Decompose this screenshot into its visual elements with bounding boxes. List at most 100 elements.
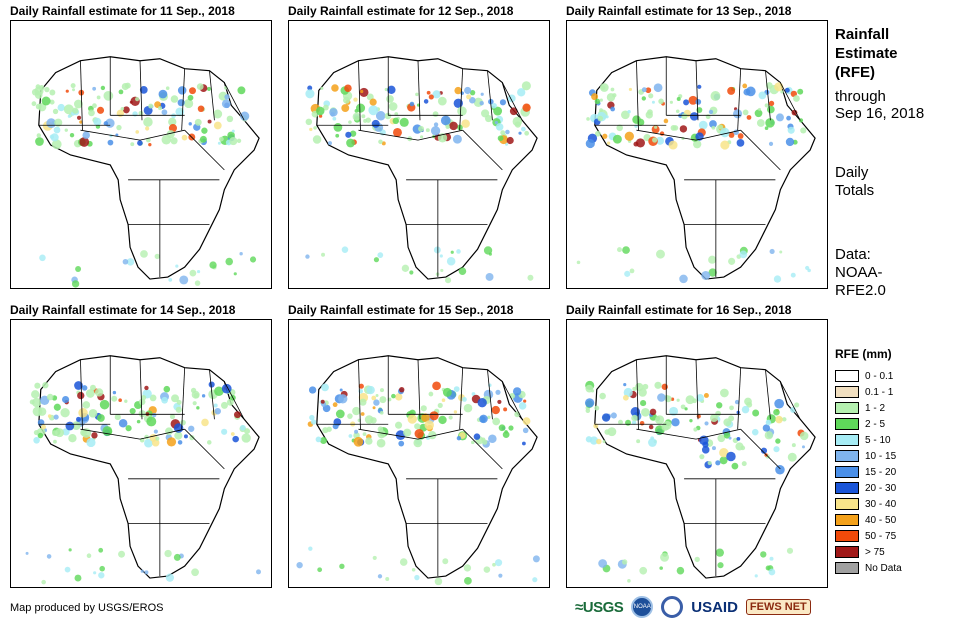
rainfall-cell (774, 398, 785, 409)
country-border (740, 428, 781, 470)
rainfall-cell (37, 102, 47, 112)
rainfall-cell (727, 86, 736, 95)
rainfall-cell (94, 388, 104, 397)
rainfall-cell (627, 579, 631, 583)
rainfall-cell (517, 88, 526, 97)
rainfall-cell (376, 438, 386, 448)
rainfall-cell (462, 397, 467, 402)
rainfall-cell (512, 116, 523, 127)
rainfall-cell (41, 579, 46, 585)
country-border (487, 70, 493, 121)
rainfall-cell (321, 383, 329, 392)
rainfall-cell (805, 265, 810, 271)
rainfall-cell (68, 548, 72, 552)
rainfall-cell (601, 413, 611, 422)
rainfall-cell (249, 256, 257, 263)
rainfall-cell (413, 438, 423, 448)
legend-swatch (835, 370, 859, 382)
rainfall-cell (64, 566, 71, 573)
rainfall-cell (728, 257, 736, 265)
rainfall-cell (305, 118, 313, 126)
rainfall-cell (391, 393, 396, 399)
africa-map-svg (305, 56, 538, 284)
rainfall-cell (479, 101, 484, 106)
rainfall-cell (453, 386, 460, 392)
rainfall-cell (764, 431, 774, 440)
legend-label: 30 - 40 (865, 498, 897, 510)
rainfall-cell (479, 415, 486, 423)
rainfall-cell (86, 553, 92, 558)
rainfall-cell (313, 126, 317, 130)
rainfall-cell (92, 86, 97, 91)
rainfall-cell (617, 247, 622, 253)
rainfall-cell (373, 399, 380, 406)
rainfall-cell (77, 391, 85, 400)
country-border (695, 129, 741, 141)
rainfall-cell (136, 419, 141, 424)
rainfall-cell (442, 558, 449, 565)
rainfall-cell (775, 438, 781, 444)
rainfall-cell (758, 107, 762, 111)
rainfall-cell (411, 568, 416, 572)
rainfall-cell (449, 121, 458, 131)
rainfall-cell (380, 388, 384, 393)
rainfall-cell (130, 142, 135, 147)
rainfall-cell (338, 394, 348, 404)
rainfall-cell (219, 136, 224, 142)
rainfall-cell (596, 438, 602, 445)
rainfall-cell (236, 138, 242, 143)
rainfall-cell (33, 429, 39, 436)
rainfall-cell (518, 402, 527, 410)
rainfall-cell (175, 264, 179, 268)
rainfall-cell (719, 448, 729, 458)
rainfall-cell (256, 569, 261, 575)
rainfall-cell (446, 257, 456, 266)
rainfall-cell (175, 406, 182, 413)
rainfall-cell (663, 118, 669, 124)
rainfall-cell (358, 383, 364, 389)
country-border (636, 129, 697, 141)
rainfall-cell (369, 98, 377, 106)
rainfall-cell (484, 115, 493, 123)
rainfall-cell (681, 113, 688, 120)
rainfall-cell (495, 123, 504, 131)
rainfall-cell (428, 430, 437, 440)
country-border (209, 369, 215, 420)
rainfall-cell (206, 440, 212, 445)
rainfall-cell (354, 108, 359, 113)
rainfall-cell (62, 395, 70, 404)
rainfall-cell (766, 105, 775, 114)
rainfall-cell (96, 95, 101, 100)
rainfall-cell (44, 86, 50, 93)
rainfall-cell (734, 399, 740, 405)
rainfall-cell (775, 465, 785, 475)
rainfall-cell (418, 125, 425, 132)
rainfall-cell (694, 556, 700, 563)
rainfall-cell (718, 124, 724, 130)
rainfall-cell (315, 436, 322, 443)
rainfall-cell (62, 428, 70, 436)
rainfall-cell (49, 89, 56, 96)
rainfall-cell (460, 91, 464, 95)
rainfall-cell (155, 436, 160, 441)
rainfall-cell (464, 86, 472, 95)
rainfall-cell (320, 86, 324, 90)
rainfall-cell (739, 250, 748, 259)
rainfall-cell (787, 126, 795, 134)
rainfall-cell (38, 85, 45, 91)
rainfall-cell (728, 132, 735, 138)
rainfall-cell (740, 445, 746, 451)
legend-item: 0.1 - 1 (835, 384, 902, 400)
rainfall-cell (96, 106, 105, 114)
rainfall-cell (107, 139, 114, 146)
rainfall-cell (75, 266, 82, 272)
legend-label: 15 - 20 (865, 466, 897, 478)
rainfall-cell (639, 420, 645, 426)
rainfall-cell (710, 414, 718, 423)
rainfall-cell (586, 117, 590, 121)
legend-item: 30 - 40 (835, 496, 902, 512)
rainfall-cell (483, 566, 491, 573)
rainfall-cell (794, 402, 800, 408)
rainfall-cell (89, 384, 96, 391)
rainfall-cell (99, 399, 110, 410)
